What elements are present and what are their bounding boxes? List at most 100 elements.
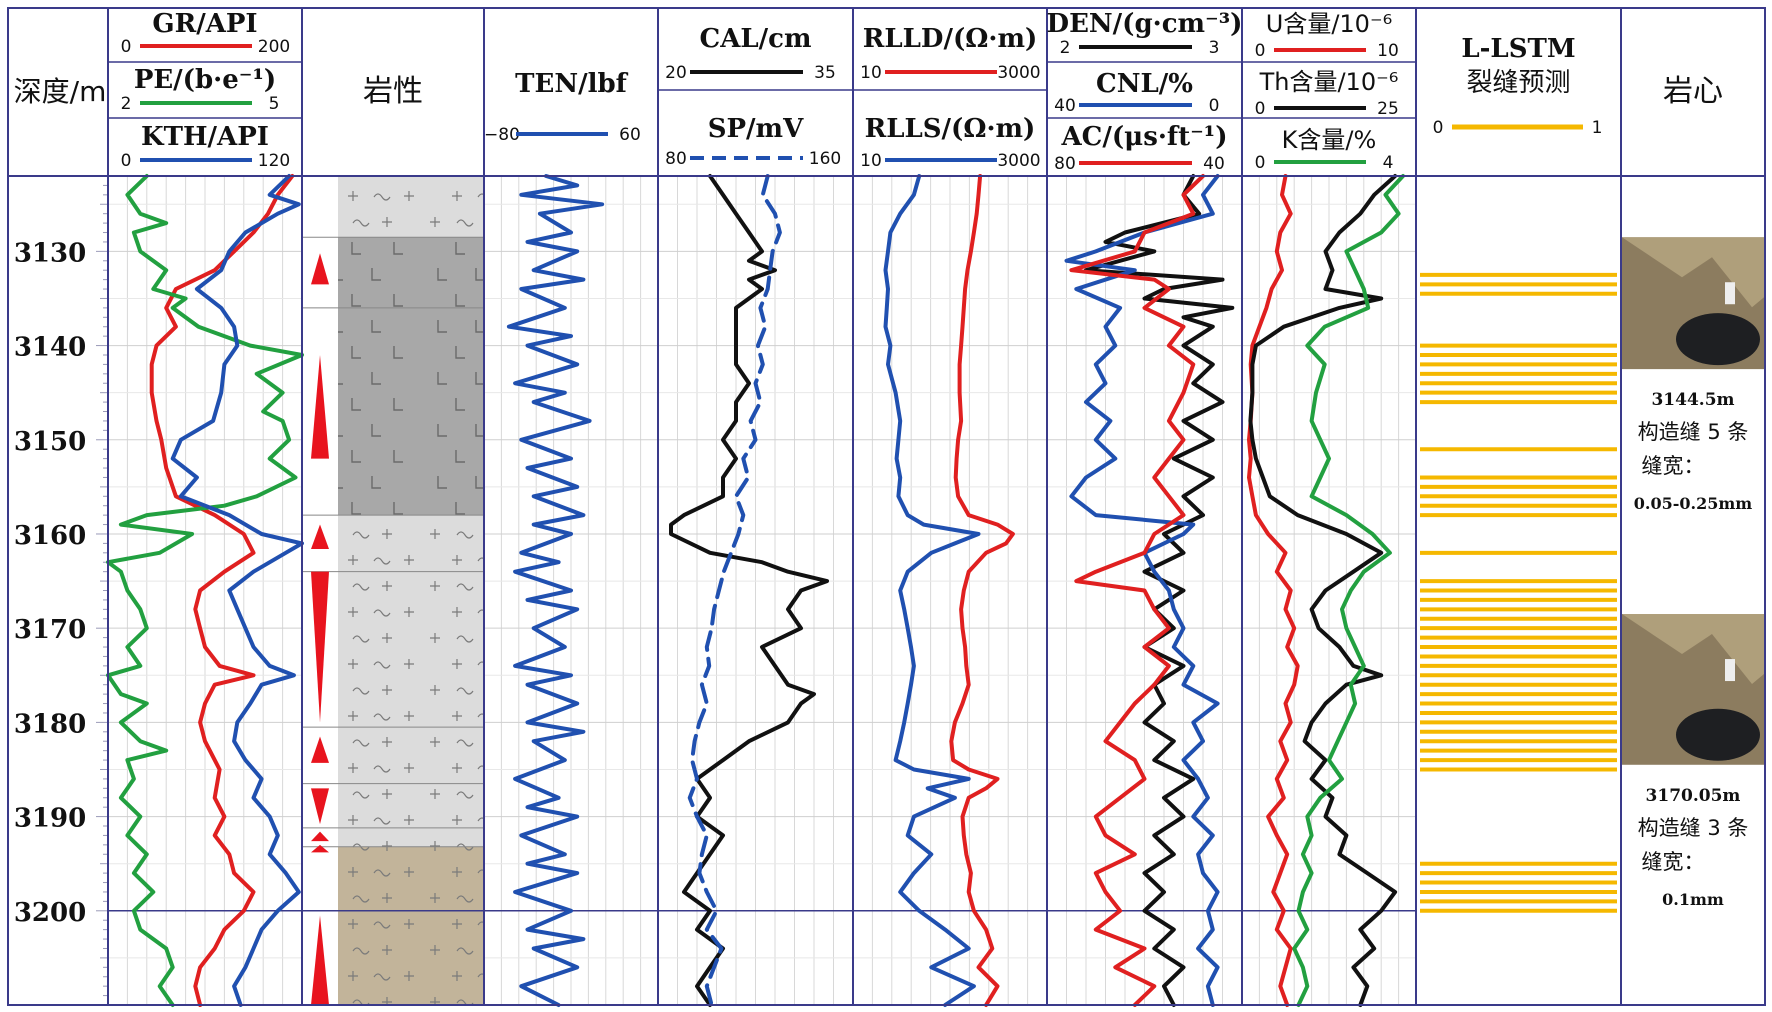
cnl-header-title: CNL/% bbox=[1096, 69, 1193, 99]
core-fracture-count: 构造缝 5 条 bbox=[1638, 420, 1749, 444]
lstm-min: 0 bbox=[1433, 118, 1444, 138]
rlls-header-min: 10 bbox=[860, 151, 882, 171]
th-header-title: Th含量/10⁻⁶ bbox=[1259, 68, 1399, 96]
den-header-title: DEN/(g·cm⁻³) bbox=[1047, 9, 1243, 39]
lithology-triangle bbox=[311, 788, 329, 825]
lithology-header: 岩性 bbox=[363, 74, 423, 109]
k-header-title: K含量/% bbox=[1282, 126, 1377, 154]
sp-header-min: 80 bbox=[665, 149, 687, 169]
lithology-triangle bbox=[311, 915, 329, 1005]
curve-k bbox=[1292, 174, 1405, 1007]
rlld-header-max: 3000 bbox=[997, 63, 1040, 83]
lithology-pattern bbox=[338, 515, 484, 572]
lithology-triangle bbox=[311, 736, 329, 763]
den-header-min: 2 bbox=[1060, 38, 1071, 58]
gr-header-title: GR/API bbox=[152, 9, 257, 39]
depth-tick-label: 3170 bbox=[14, 615, 86, 645]
lithology-pattern bbox=[338, 237, 484, 308]
lithology-pattern bbox=[338, 571, 484, 728]
lstm-subtitle: 裂缝预测 bbox=[1466, 68, 1570, 98]
core-photo-highlight bbox=[1622, 237, 1764, 308]
lithology-pattern bbox=[338, 727, 484, 784]
core-photo-2 bbox=[1622, 614, 1764, 765]
kth-header-max: 120 bbox=[258, 151, 290, 171]
th-header-min: 0 bbox=[1255, 99, 1266, 119]
den-header-max: 3 bbox=[1209, 38, 1220, 58]
core-width-value: 0.1mm bbox=[1662, 890, 1724, 909]
lstm-max: 1 bbox=[1592, 118, 1603, 138]
lithology-pattern bbox=[338, 846, 484, 1005]
cnl-header-max: 0 bbox=[1209, 96, 1220, 116]
ten-header-title: TEN/lbf bbox=[515, 69, 628, 99]
kth-header-min: 0 bbox=[121, 151, 132, 171]
depth-tick-label: 3160 bbox=[14, 521, 86, 551]
core-width-value: 0.05-0.25mm bbox=[1634, 494, 1753, 513]
core-photo-highlight bbox=[1622, 614, 1764, 685]
ac-header-max: 40 bbox=[1203, 154, 1225, 174]
curve-grapi bbox=[149, 174, 295, 1007]
curve-calcm bbox=[669, 174, 829, 1007]
ten-header-min: −80 bbox=[484, 125, 520, 145]
core-photo-void bbox=[1676, 313, 1760, 366]
core-photo-void bbox=[1676, 708, 1760, 761]
rlld-header-title: RLLD/(Ω·m) bbox=[863, 24, 1038, 54]
curve-tenlbf bbox=[506, 174, 605, 1007]
gr-header-max: 200 bbox=[258, 37, 290, 57]
th-header-max: 25 bbox=[1377, 99, 1399, 119]
pe-header-max: 5 bbox=[269, 94, 280, 114]
depth-tick-label: 3150 bbox=[14, 427, 86, 457]
core-photo-label-tag bbox=[1725, 282, 1735, 305]
sp-header-max: 160 bbox=[809, 149, 841, 169]
depth-tick-label: 3200 bbox=[14, 898, 86, 928]
lithology-triangle bbox=[311, 524, 329, 550]
curve-kthapi bbox=[170, 174, 304, 1007]
ac-header-min: 80 bbox=[1054, 154, 1076, 174]
curve-rllsm bbox=[883, 174, 981, 1007]
kth-header-title: KTH/API bbox=[141, 122, 269, 152]
u-header-min: 0 bbox=[1255, 41, 1266, 61]
curve-th bbox=[1248, 174, 1398, 1007]
cal-header-min: 20 bbox=[665, 63, 687, 83]
lithology-pattern bbox=[338, 783, 484, 828]
core-depth-label: 3144.5m bbox=[1651, 390, 1734, 410]
gr-header-min: 0 bbox=[121, 37, 132, 57]
rlls-header-title: RLLS/(Ω·m) bbox=[865, 114, 1036, 144]
lithology-pattern bbox=[338, 307, 484, 516]
depth-tick-label: 3130 bbox=[14, 238, 86, 268]
cal-header-max: 35 bbox=[814, 63, 836, 83]
curve-acsft bbox=[1069, 174, 1205, 1007]
lithology-triangle bbox=[311, 571, 329, 723]
core-fracture-count: 构造缝 3 条 bbox=[1638, 816, 1749, 840]
curve-rlldm bbox=[949, 174, 1015, 1007]
curve-cnl bbox=[1064, 174, 1220, 1007]
depth-header: 深度/m bbox=[14, 75, 107, 108]
lstm-title: L-LSTM bbox=[1461, 34, 1575, 64]
core-width-label: 缝宽： bbox=[1642, 454, 1705, 478]
u-header-max: 10 bbox=[1377, 41, 1399, 61]
curve-u bbox=[1247, 174, 1300, 1007]
k-header-min: 0 bbox=[1255, 153, 1266, 173]
lithology-triangle bbox=[311, 354, 329, 459]
rlld-header-min: 10 bbox=[860, 63, 882, 83]
core-photo-label-tag bbox=[1725, 659, 1735, 682]
curve-spmv bbox=[687, 174, 782, 1007]
pe-header-title: PE/(b·e⁻¹) bbox=[134, 65, 276, 95]
u-header-title: U含量/10⁻⁶ bbox=[1266, 10, 1392, 38]
sp-header-title: SP/mV bbox=[708, 114, 804, 144]
cnl-header-min: 40 bbox=[1054, 96, 1076, 116]
core-photo-1 bbox=[1622, 237, 1764, 370]
curve-dengcm bbox=[1084, 174, 1235, 1007]
core-header: 岩心 bbox=[1663, 74, 1723, 109]
cal-header-title: CAL/cm bbox=[700, 24, 812, 54]
depth-tick-label: 3190 bbox=[14, 804, 86, 834]
lithology-pattern bbox=[338, 827, 484, 847]
rlls-header-max: 3000 bbox=[997, 151, 1040, 171]
k-header-max: 4 bbox=[1383, 153, 1394, 173]
core-depth-label: 3170.05m bbox=[1646, 786, 1741, 806]
pe-header-min: 2 bbox=[121, 94, 132, 114]
lithology-triangle bbox=[311, 253, 329, 285]
core-width-label: 缝宽： bbox=[1642, 850, 1705, 874]
ten-header-max: 60 bbox=[619, 125, 641, 145]
depth-tick-label: 3140 bbox=[14, 333, 86, 363]
